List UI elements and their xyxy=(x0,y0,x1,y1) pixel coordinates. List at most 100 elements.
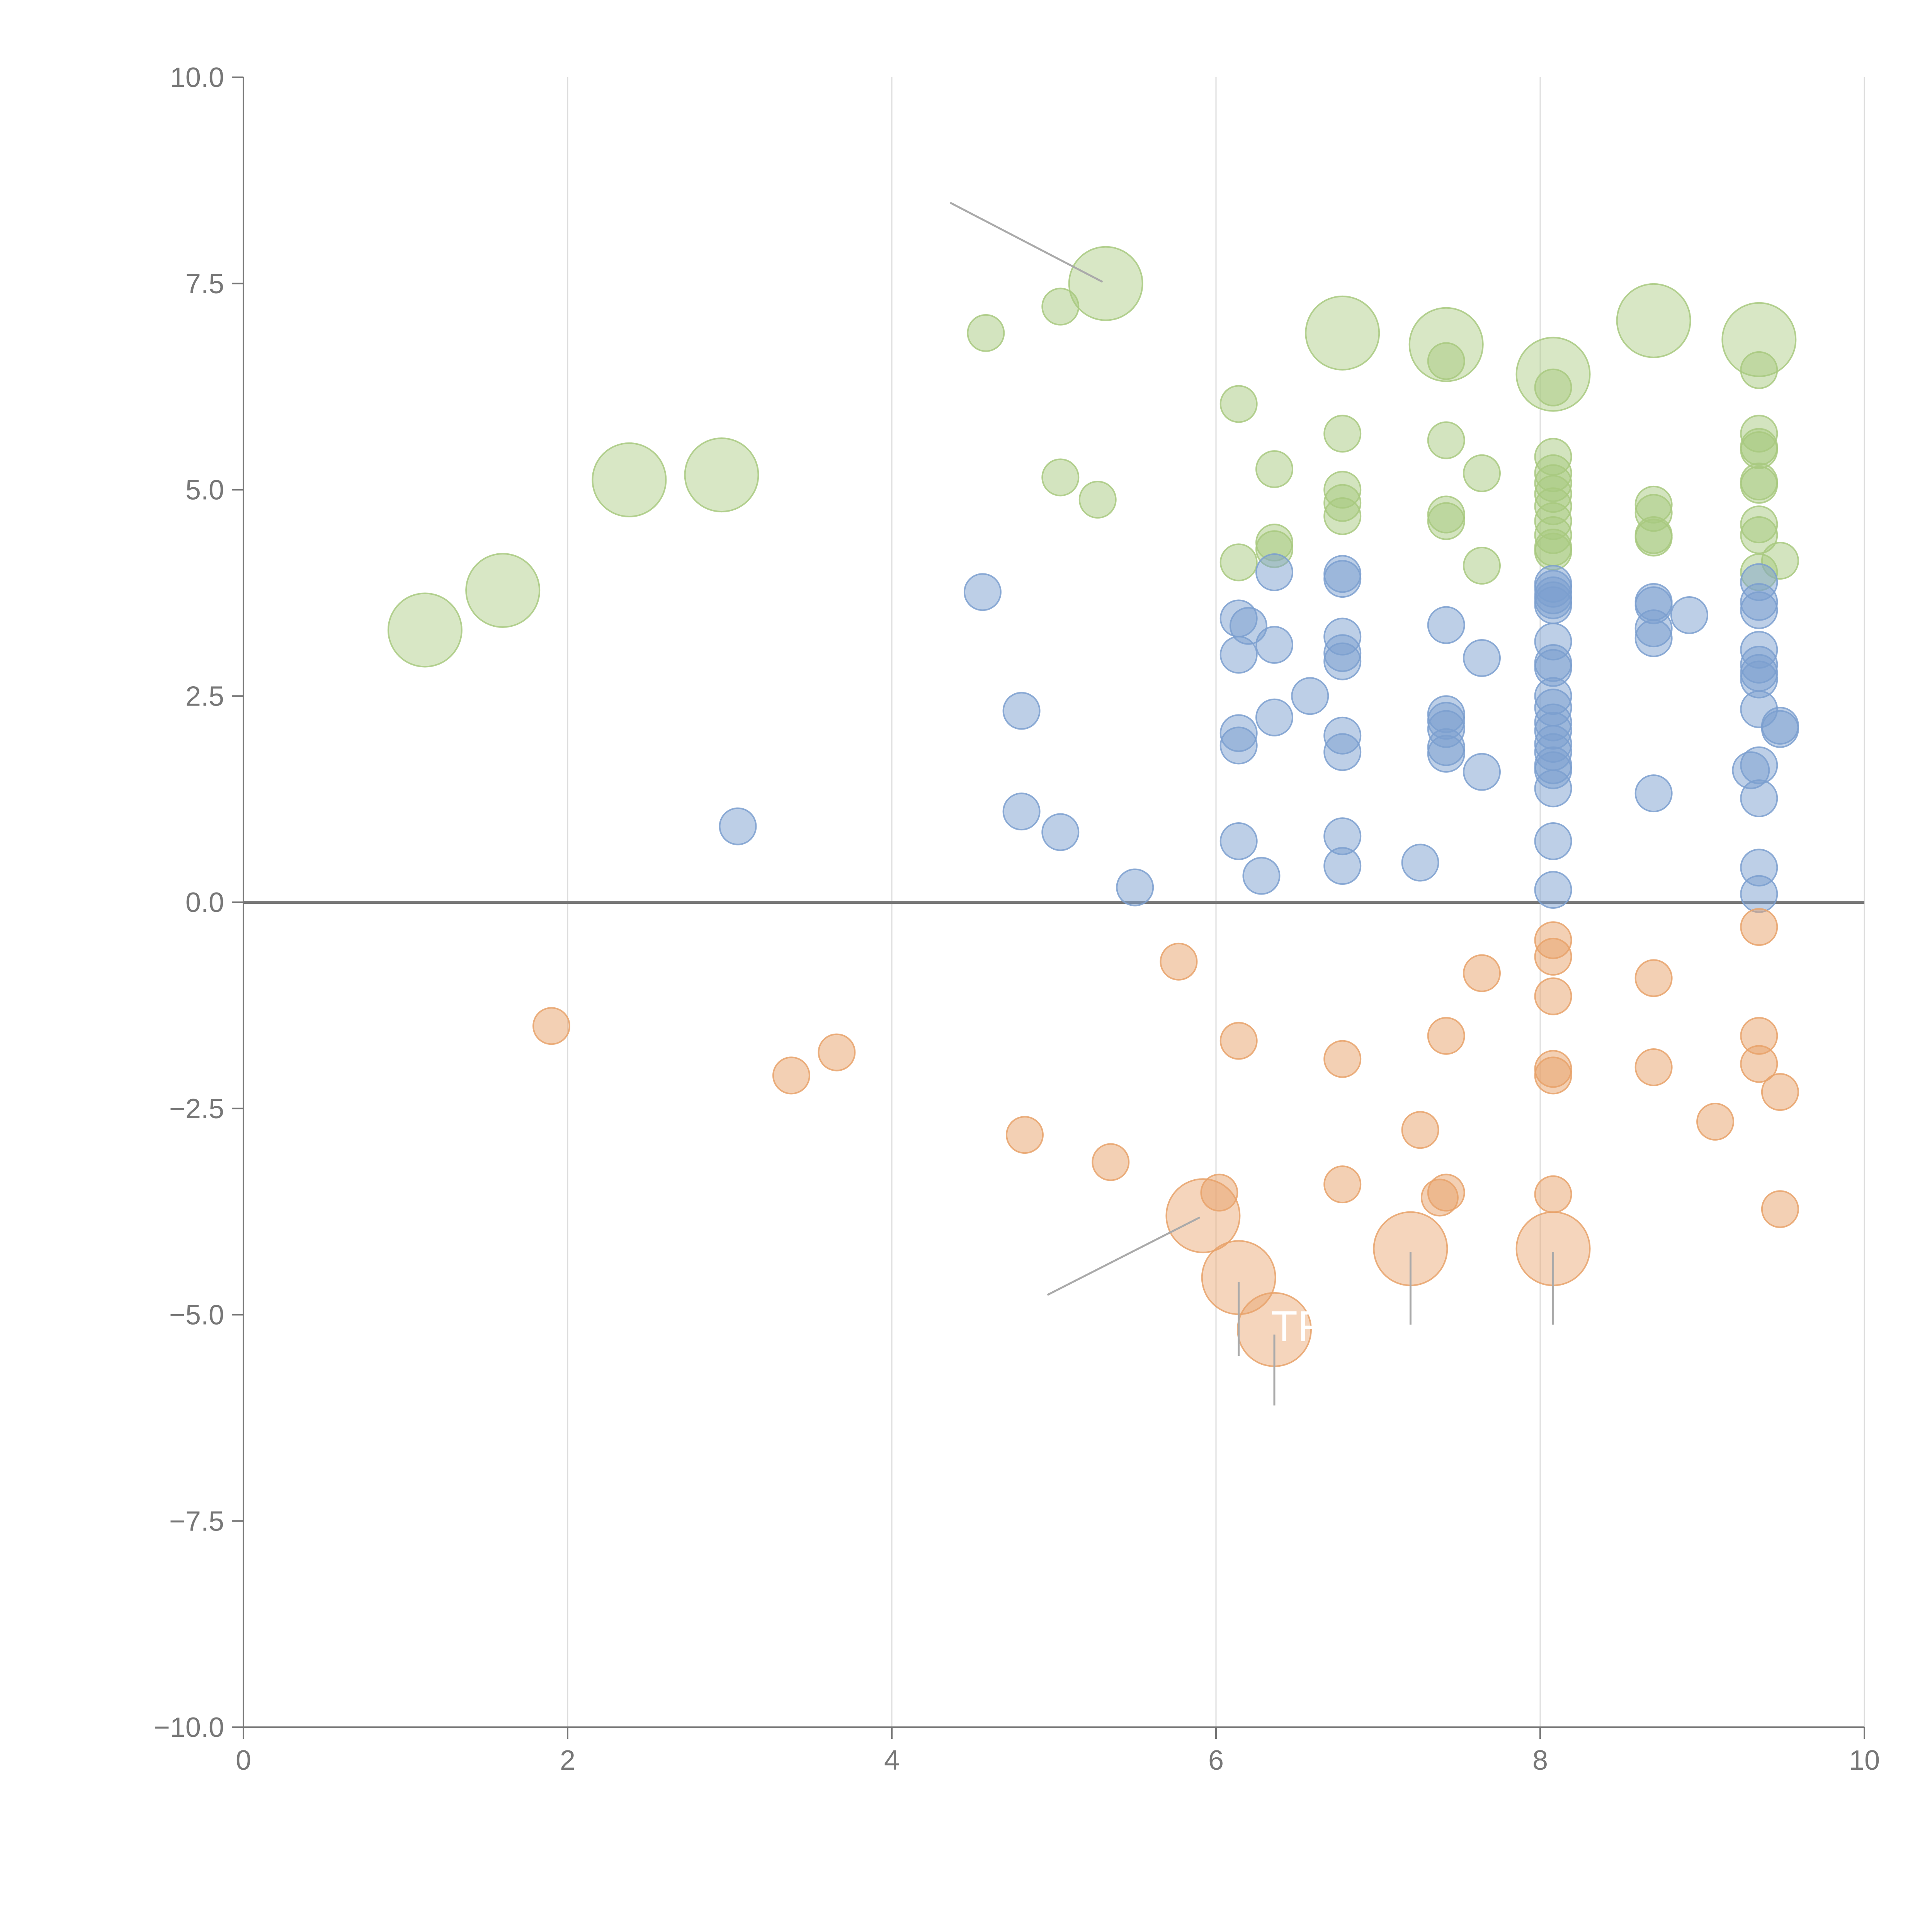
x-tick-label: 0 xyxy=(236,1745,251,1776)
data-point-blue xyxy=(1634,619,1673,657)
data-point-green xyxy=(1740,351,1778,389)
data-point-blue xyxy=(1634,774,1673,813)
data-point-orange xyxy=(1534,937,1572,976)
data-point-orange xyxy=(1696,1102,1735,1141)
data-point-blue xyxy=(1427,606,1465,644)
data-point-green xyxy=(1463,454,1501,492)
data-point-green xyxy=(1463,546,1501,585)
data-point-orange xyxy=(1323,1165,1362,1204)
y-tick-label: −5.0 xyxy=(169,1300,224,1331)
data-point-blue xyxy=(1740,591,1778,629)
data-point-blue xyxy=(1116,868,1154,906)
data-point-green xyxy=(1534,532,1572,571)
data-point-green xyxy=(1427,342,1465,380)
data-points xyxy=(387,246,1799,1367)
data-point-blue xyxy=(1255,553,1294,591)
data-point-blue xyxy=(1534,769,1572,808)
data-point-orange xyxy=(1092,1143,1130,1181)
data-point-blue xyxy=(1732,751,1770,789)
data-point-green xyxy=(1427,421,1465,459)
axes: 10.0 7.5 5.0 2.5 0.0 −2.5 −5.0 −7.5 −10.0 0 2 4 6 8 10 xyxy=(154,62,1880,1776)
data-point-orange xyxy=(1219,1022,1258,1060)
data-point-blue xyxy=(1291,677,1329,715)
data-point-blue xyxy=(1534,586,1572,624)
data-point-blue xyxy=(1761,710,1799,748)
data-point-orange xyxy=(818,1033,856,1071)
data-point-green xyxy=(1305,295,1380,371)
data-point-green xyxy=(1616,283,1691,358)
data-point-green xyxy=(1078,481,1117,519)
data-point-green xyxy=(1427,502,1465,540)
data-point-blue xyxy=(1002,692,1041,730)
x-tick-label: 10 xyxy=(1849,1745,1880,1776)
y-tick-label: 7.5 xyxy=(185,269,224,299)
data-point-blue xyxy=(1323,733,1362,771)
annotations: TR xyxy=(1271,1302,1329,1350)
data-point-orange xyxy=(1427,1017,1465,1055)
data-point-blue xyxy=(1255,626,1294,664)
data-point-blue xyxy=(1670,596,1708,634)
data-point-orange xyxy=(1323,1040,1362,1078)
data-point-blue xyxy=(1740,875,1778,913)
data-point-orange xyxy=(1463,954,1501,992)
y-tick-label: −7.5 xyxy=(169,1506,224,1537)
data-point-orange xyxy=(1740,1045,1778,1083)
data-point-green xyxy=(1219,543,1258,582)
data-point-green xyxy=(1323,497,1362,535)
data-point-blue xyxy=(1463,753,1501,791)
data-point-green xyxy=(592,442,667,517)
data-point-orange xyxy=(1534,977,1572,1015)
data-point-blue xyxy=(1323,642,1362,680)
y-tick-label: −10.0 xyxy=(154,1712,224,1743)
y-tick-label: 5.0 xyxy=(185,475,224,506)
data-point-green xyxy=(1740,516,1778,554)
data-point-blue xyxy=(1534,822,1572,861)
data-point-green xyxy=(387,592,463,668)
data-point-orange xyxy=(1740,908,1778,946)
y-tick-label: 0.0 xyxy=(185,887,224,918)
data-point-orange xyxy=(1634,959,1673,997)
data-point-green xyxy=(1634,519,1673,557)
data-point-green xyxy=(1323,415,1362,453)
data-point-blue xyxy=(1002,793,1041,831)
data-point-green xyxy=(967,314,1005,352)
data-point-orange xyxy=(1160,942,1198,981)
data-point-green xyxy=(1534,368,1572,406)
data-point-blue xyxy=(1534,871,1572,909)
leader-line xyxy=(949,202,1103,283)
data-point-orange xyxy=(1401,1111,1439,1149)
y-tick-label: 2.5 xyxy=(185,681,224,712)
data-point-blue xyxy=(1463,639,1501,677)
x-tick-label: 4 xyxy=(884,1745,900,1776)
data-point-green xyxy=(465,553,541,628)
data-point-blue xyxy=(1427,735,1465,773)
data-point-green xyxy=(1255,450,1294,488)
data-point-green xyxy=(684,437,759,513)
data-point-green xyxy=(1740,466,1778,504)
data-point-orange xyxy=(532,1007,571,1045)
y-tick-label: 10.0 xyxy=(170,62,224,93)
data-point-blue xyxy=(963,573,1002,611)
data-point-blue xyxy=(1323,847,1362,885)
data-point-orange xyxy=(1761,1073,1799,1111)
data-point-orange xyxy=(1005,1116,1044,1154)
data-point-blue xyxy=(1219,822,1258,861)
data-point-blue xyxy=(1255,698,1294,736)
data-point-orange xyxy=(1634,1048,1673,1086)
x-tick-label: 2 xyxy=(560,1745,575,1776)
data-point-blue xyxy=(1323,560,1362,598)
data-point-green xyxy=(1068,246,1143,321)
data-point-orange xyxy=(1761,1190,1799,1228)
data-point-orange xyxy=(1200,1173,1238,1212)
data-point-blue xyxy=(1041,813,1080,851)
point-annotation: TR xyxy=(1271,1302,1329,1350)
data-point-green xyxy=(1219,385,1258,423)
data-point-orange xyxy=(772,1056,810,1095)
data-point-blue xyxy=(1401,844,1439,882)
leader-lines xyxy=(949,202,1554,1406)
data-point-blue xyxy=(719,807,757,845)
data-point-blue xyxy=(1219,726,1258,765)
data-point-blue xyxy=(1242,857,1281,895)
data-point-orange xyxy=(1420,1179,1459,1217)
